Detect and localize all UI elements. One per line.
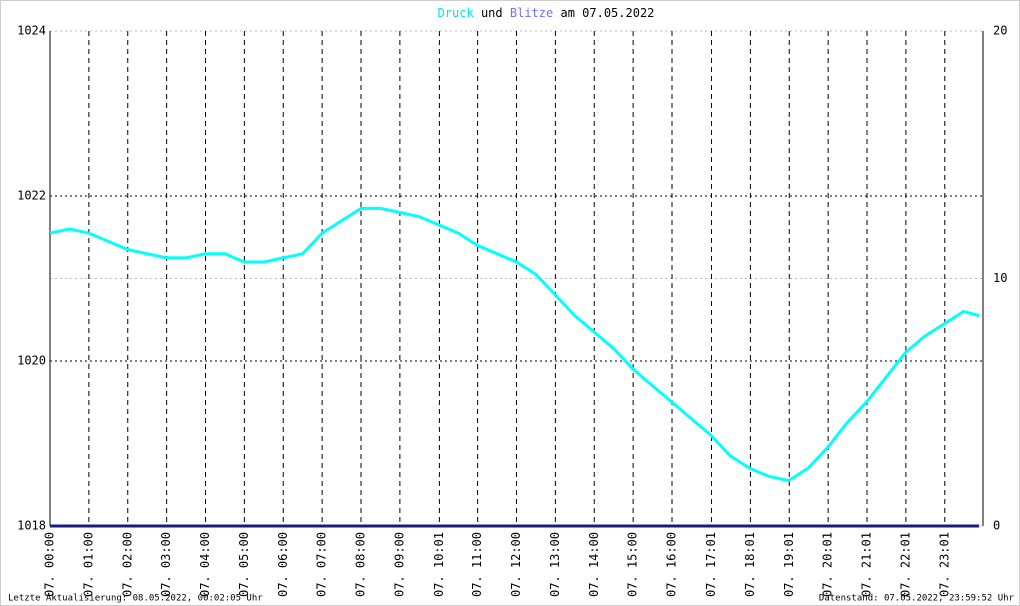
y-tick-label: 1018	[17, 519, 46, 533]
x-tick-label: 07. 14:00	[587, 532, 601, 597]
y2-tick-label: 10	[993, 271, 1007, 285]
series-line	[49, 206, 980, 483]
x-tick-label: 07. 19:01	[782, 532, 796, 597]
title-series: Druck	[438, 6, 475, 20]
x-tick-label: 07. 11:00	[470, 532, 484, 597]
x-tick-label: 07. 06:00	[276, 532, 290, 597]
y2-tick-label: 0	[993, 519, 1000, 533]
chart-title: Druck und Blitze am 07.05.2022	[438, 6, 655, 20]
x-tick-label: 07. 08:00	[354, 532, 368, 597]
x-tick-label: 07. 15:00	[626, 532, 640, 597]
x-tick-label: 07. 16:00	[665, 532, 679, 597]
x-tick-label: 07. 20:01	[821, 532, 835, 597]
y-tick-label: 1024	[17, 24, 46, 38]
title-part: und	[481, 6, 503, 20]
footer-left: Letzte Aktualisierung: 08.05.2022, 00:02…	[8, 594, 263, 604]
x-tick-label: 07. 09:00	[392, 532, 406, 597]
x-tick-label: 07. 01:00	[81, 532, 95, 597]
x-tick-label: 07. 07:00	[315, 532, 329, 597]
x-tick-label: 07. 21:01	[860, 532, 874, 597]
title-part: am 07.05.2022	[560, 6, 654, 20]
x-tick-label: 07. 04:00	[198, 532, 212, 597]
x-tick-label: 07. 12:00	[509, 532, 523, 597]
x-tick-label: 07. 22:01	[898, 532, 912, 597]
x-tick-label: 07. 13:00	[548, 532, 562, 597]
footer-right: Datenstand: 07.05.2022, 23:59:52 Uhr	[819, 594, 1015, 604]
y2-tick-label: 20	[993, 24, 1007, 38]
x-tick-label: 07. 18:01	[743, 532, 757, 597]
y-tick-label: 1022	[17, 189, 46, 203]
x-tick-label: 07. 23:01	[937, 532, 951, 597]
title-series: Blitze	[510, 6, 553, 20]
x-tick-label: 07. 10:01	[432, 532, 446, 597]
x-tick-label: 07. 02:00	[120, 532, 134, 597]
x-tick-label: 07. 03:00	[159, 532, 173, 597]
x-tick-label: 07. 05:00	[237, 532, 251, 597]
x-tick-label: 07. 17:01	[704, 532, 718, 597]
y-tick-label: 1020	[17, 354, 46, 368]
x-tick-label: 07. 00:00	[43, 532, 57, 597]
